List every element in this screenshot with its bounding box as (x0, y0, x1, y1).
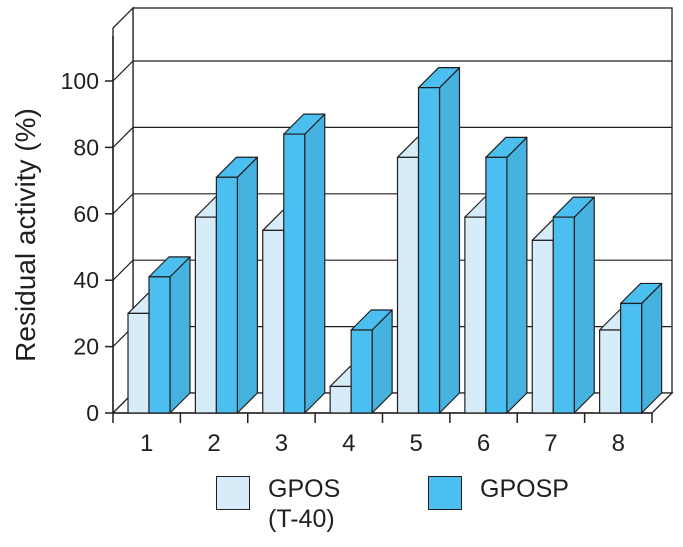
bar-series-2-cat-5 (417, 67, 461, 414)
legend-label-series-2: GPOSP (480, 475, 569, 503)
bar-side-face (304, 113, 326, 414)
bar-front-face (215, 176, 238, 414)
x-tick-label: 1 (140, 430, 153, 457)
bar-front-face (127, 312, 150, 414)
x-tick-label: 3 (275, 430, 288, 457)
bar-front-face (329, 385, 352, 414)
gridline-side (112, 193, 134, 215)
bar-side-face (438, 67, 461, 414)
x-tick-label: 8 (612, 430, 625, 457)
legend-label-series-1: GPOS (T-40) (268, 475, 341, 533)
y-tick-label: 0 (86, 400, 99, 426)
legend-swatch-series-1 (216, 476, 250, 510)
bar-front-face (417, 87, 441, 414)
x-tick-label: 6 (477, 430, 490, 457)
bar-front-face (396, 156, 420, 414)
bar-front-face (194, 216, 217, 414)
bar-front-face (283, 133, 306, 414)
legend-item-series-1: GPOS (T-40) (216, 474, 340, 534)
y-tick-label: 40 (73, 267, 99, 293)
bar-side-face (573, 196, 595, 414)
bar-chart: 0 20 40 60 80 100 1 2 3 4 5 6 7 8 Residual activity (… (10, 6, 674, 457)
bar-front-face (552, 216, 575, 414)
bar-front-face (485, 156, 508, 414)
bar-series-2-cat-3 (283, 113, 326, 414)
legend-item-series-2: GPOSP (428, 474, 569, 510)
y-tick-label: 80 (73, 134, 99, 160)
gridline-side (112, 60, 134, 82)
bars-layer (127, 67, 663, 414)
bar-front-face (148, 276, 171, 414)
bar-series-2-cat-4 (350, 309, 393, 414)
bar-front-face (350, 329, 373, 414)
x-tick-label: 7 (544, 430, 557, 457)
y-tick-label: 60 (73, 201, 99, 227)
bar-front-face (620, 302, 643, 414)
bar-side-face (169, 256, 191, 414)
x-tick-label: 4 (342, 430, 355, 457)
bar-series-2-cat-1 (148, 256, 191, 414)
bar-series-2-cat-2 (215, 156, 258, 414)
bar-side-face (506, 136, 528, 414)
axis-layer: 0 20 40 60 80 100 1 2 3 4 5 6 7 8 (61, 36, 653, 457)
gridline-side (112, 259, 134, 281)
legend-swatch-series-2 (428, 476, 462, 510)
gridline-side (112, 126, 134, 148)
y-tick-label: 100 (61, 68, 99, 94)
y-axis-label: Residual activity (%) (10, 108, 41, 362)
bar-side-face (641, 282, 663, 414)
y-tick-label: 20 (73, 334, 99, 360)
bar-side-face (236, 156, 258, 414)
x-tick-label: 2 (207, 430, 220, 457)
bar-series-2-cat-7 (552, 196, 595, 414)
x-tick-label: 5 (410, 430, 423, 457)
bar-front-face (464, 216, 487, 414)
bar-series-2-cat-6 (485, 136, 528, 414)
bar-front-face (531, 239, 554, 414)
legend: GPOS (T-40) GPOSP (0, 474, 683, 547)
bar-front-face (262, 229, 285, 414)
bar-front-face (599, 329, 622, 414)
bar-series-2-cat-8 (620, 282, 663, 414)
